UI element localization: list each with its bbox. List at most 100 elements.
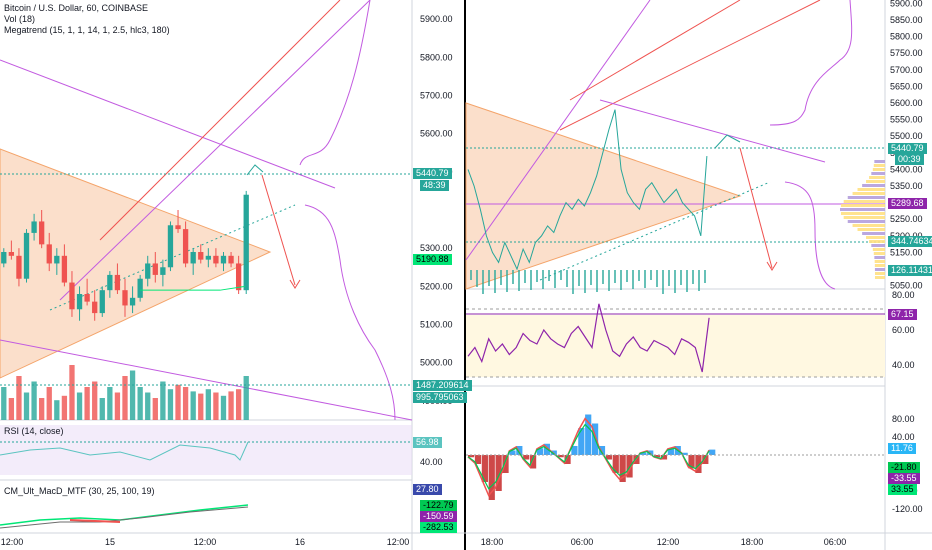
right-volume-bar: [650, 270, 652, 280]
right-volume-bar: [482, 270, 484, 294]
left-volume-bar: [220, 395, 227, 420]
right-volume-bar: [494, 270, 496, 293]
left-candle-body: [99, 290, 105, 314]
legend-rsi: RSI (14, close): [4, 426, 64, 436]
left-candle-body: [167, 225, 174, 268]
left-candle-body: [46, 244, 52, 264]
right-volume-bar: [656, 270, 658, 287]
right-volume-bar: [620, 270, 622, 290]
right-volume-profile-bar: [874, 264, 885, 267]
left-volume-bar: [46, 387, 52, 420]
right-volume-bar: [614, 270, 616, 283]
right-volume-bar: [506, 270, 508, 292]
left-candle-body: [205, 255, 211, 260]
right-macd-histogram-bar: [495, 455, 502, 491]
left-price-tick: 5200.00: [420, 281, 453, 291]
right-volume-bar: [476, 270, 478, 287]
right-macd-tick: 40.00: [892, 432, 915, 442]
left-candle-body: [76, 294, 83, 310]
left-rsi-tag: 56.98: [413, 437, 442, 448]
left-up-arrow: [246, 164, 264, 176]
left-volume-bar: [182, 387, 189, 420]
right-volume-profile-bar: [874, 272, 885, 275]
right-volume-profile-bar: [874, 268, 885, 271]
right-megatrend-lower: [784, 181, 836, 290]
right-price-tick: 5800.00: [890, 32, 923, 42]
left-candle-body: [182, 229, 189, 264]
left-down-arrowhead: [289, 279, 301, 289]
right-volume-profile-bar: [869, 176, 885, 179]
right-price-tick: 5850.00: [890, 15, 923, 25]
right-megatrend-upper: [769, 0, 853, 126]
left-volume-bar: [54, 400, 60, 420]
right-volume-profile-bar: [847, 220, 885, 223]
left-volume-bar: [8, 398, 15, 420]
right-volume-bar: [500, 270, 502, 285]
legend-megatrend: Megatrend (15, 1, 1, 14, 1, 2.5, hlc3, 1…: [4, 25, 170, 35]
right-time-label: 06:00: [824, 537, 847, 547]
right-volume-bar: [488, 270, 490, 286]
legend-vol: Vol (18): [4, 14, 36, 24]
left-channel-line: [59, 0, 371, 301]
right-volume-bar: [692, 270, 694, 284]
left-price-tick: 5900.00: [420, 14, 453, 24]
left-volume-bar: [31, 381, 37, 420]
right-macd-histogram-bar: [571, 446, 578, 455]
left-megatrend-lower: [304, 204, 396, 421]
right-volume-profile-bar: [843, 216, 885, 219]
left-volume-bar: [213, 392, 219, 420]
right-volume-profile-bar: [871, 172, 885, 175]
right-macd-histogram-bar: [523, 455, 530, 460]
right-macd-histogram-bar: [612, 455, 619, 473]
right-volume-profile-bar: [857, 188, 885, 191]
right-macd-histogram-bar: [481, 455, 488, 482]
left-volume-bar: [137, 387, 143, 420]
left-volume-bar: [235, 389, 242, 420]
right-level2-tag: 344.746344: [888, 236, 932, 247]
right-volume-profile-bar: [874, 160, 885, 163]
right-price-tick: 5550.00: [890, 115, 923, 125]
left-volume-bar: [16, 376, 22, 420]
left-candle-body: [16, 255, 22, 279]
right-macd-histogram-bar: [509, 450, 516, 455]
left-vol2-tag: 995.795063: [413, 392, 467, 403]
right-macd-histogram-bar: [702, 455, 709, 464]
right-volume-bar: [638, 270, 640, 281]
right-volume-bar: [644, 270, 646, 288]
right-time-label: 18:00: [481, 537, 504, 547]
left-candle-body: [228, 255, 234, 264]
left-volume-bar: [145, 392, 151, 420]
left-volume-bar: [190, 391, 196, 420]
right-macd-histogram-bar: [619, 455, 626, 482]
legend-symbol: Bitcoin / U.S. Dollar, 60, COINBASE: [4, 3, 149, 13]
right-time-label: 06:00: [571, 537, 594, 547]
left-candle-body: [8, 252, 15, 256]
right-time-label: 12:00: [657, 537, 680, 547]
right-volume-bar: [596, 270, 598, 292]
right-volume-profile-bar: [866, 236, 885, 239]
right-osc-line: [467, 303, 710, 373]
left-candle-body: [129, 297, 136, 306]
right-macd-signal: [467, 423, 710, 490]
left-candle-body: [31, 221, 37, 233]
left-volume-bar: [129, 370, 136, 420]
left-megatrend-tag: 5190.88: [413, 254, 452, 265]
right-macd-histogram-bar: [709, 449, 716, 455]
left-time-label: 15: [105, 537, 115, 547]
right-price-tick: 5350.00: [890, 181, 923, 191]
right-volume-profile-bar: [840, 212, 885, 215]
left-volume-bar: [152, 398, 158, 420]
right-dotted-support: [539, 181, 771, 281]
right-price-tick: 5400.00: [890, 164, 923, 174]
left-volume-bar: [107, 387, 113, 420]
left-red-channel-line: [99, 0, 341, 241]
left-rsi-line: [0, 441, 249, 461]
right-volume-profile-bar: [873, 252, 885, 255]
left-volume-bar: [69, 365, 75, 420]
left-rsi-tick: 40.00: [420, 457, 443, 467]
right-volume-bar: [686, 270, 688, 292]
right-volume-bar: [518, 270, 520, 291]
left-time-label: 12:00: [1, 537, 24, 547]
